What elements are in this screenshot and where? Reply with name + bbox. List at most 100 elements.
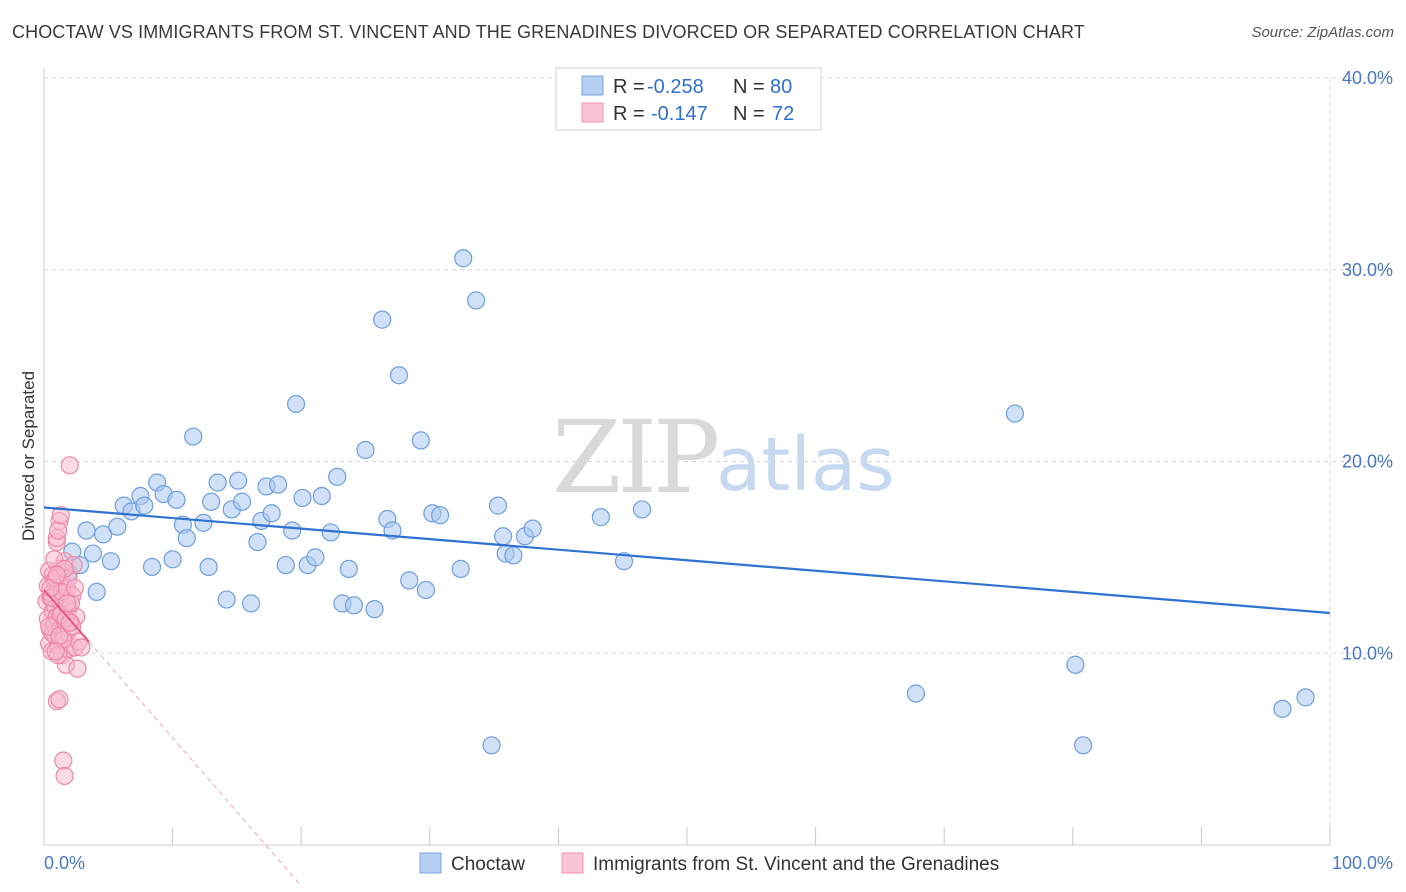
choctaw-point [142,557,162,577]
legend-r-value-2: -0.147 [651,103,708,125]
choctaw-point [286,394,306,414]
choctaw-point [488,496,508,515]
choctaw-point [202,492,221,511]
choctaw-point [1296,688,1315,707]
choctaw-point [163,550,182,569]
legend-swatch-svg [581,102,604,123]
choctaw-point [94,525,113,544]
legend-r-label-1: R = [613,76,645,98]
y-axis-title: Divorced or Separated [19,371,38,541]
choctaw-point [451,559,470,578]
y-tick-label: 10.0% [1342,643,1393,663]
choctaw-point [373,310,392,329]
choctaw-point [1066,655,1085,674]
choctaw-point [268,475,288,494]
choctaw-point [199,557,218,577]
svg-point [60,613,79,632]
y-tick-label: 20.0% [1342,452,1393,472]
choctaw-point [1005,404,1025,423]
choctaw-point [411,431,430,450]
choctaw-point [87,582,106,601]
choctaw-points [59,249,1315,755]
choctaw-point [194,513,213,532]
svg-point [50,690,69,709]
choctaw-point [293,488,312,508]
choctaw-point [632,500,652,519]
choctaw-point [1073,736,1093,755]
choctaw-point [328,467,347,486]
svg-trend-line [43,589,90,643]
y-tick-label: 40.0% [1342,68,1393,88]
svg-trend-extension [88,641,302,887]
svg-point [60,456,79,475]
x-tick-label-max: 100.0% [1332,853,1393,873]
bottom-legend-label-svg: Immigrants from St. Vincent and the Gren… [593,854,999,875]
svg-point [47,565,66,584]
x-ticks [172,827,1331,845]
choctaw-point [312,486,331,506]
choctaw-point [356,440,375,460]
bottom-legend-swatch-svg [561,852,584,874]
choctaw-point [283,521,302,540]
watermark-zip: ZIP [552,399,717,516]
choctaw-point [241,594,261,613]
choctaw-point [614,552,634,571]
choctaw-point [906,684,926,703]
choctaw-point [232,492,252,511]
y-tick-label: 30.0% [1342,260,1393,280]
svg-point [51,506,70,525]
choctaw-point [217,590,236,609]
choctaw-point [344,596,364,615]
choctaw-point [83,544,102,563]
choctaw-point [365,600,384,619]
bottom-legend-label-choctaw: Choctaw [451,854,525,875]
choctaw-point [454,249,473,268]
svg-point [49,521,68,540]
choctaw-point [167,490,186,509]
choctaw-point [494,527,513,546]
choctaw-point [591,508,610,527]
choctaw-point [135,496,154,515]
correlation-legend: R = -0.258 N = 80 R = -0.147 N = 72 [555,67,822,131]
svg-point [68,659,87,678]
source-label: Source: ZipAtlas.com [1251,24,1394,41]
legend-n-label-1: N = [733,76,765,98]
choctaw-point [276,555,295,575]
svg-point [54,751,73,770]
series-legend: Choctaw Immigrants from St. Vincent and … [419,852,999,875]
choctaw-point [504,546,523,565]
watermark-atlas: atlas [716,422,895,508]
svg-points [37,456,91,786]
choctaw-point [184,427,203,446]
choctaw-point [177,529,196,548]
choctaw-point [1273,699,1292,718]
choctaw-point [416,580,436,600]
choctaw-point [306,548,325,567]
choctaw-point [77,521,96,540]
y-tick-labels: 10.0% 20.0% 30.0% 40.0% [1342,68,1393,663]
choctaw-point [482,736,501,755]
choctaw-trend-line [43,506,1331,615]
svg-point [55,766,74,786]
choctaw-point [523,519,542,538]
choctaw-point [229,471,248,490]
bottom-legend-swatch-choctaw [419,852,442,874]
choctaw-point [101,552,120,571]
legend-r-value-1: -0.258 [647,76,704,98]
choctaw-point [430,506,450,525]
choctaw-point [466,291,486,310]
choctaw-point [208,473,227,492]
choctaw-point [389,366,409,385]
trend-lines [43,506,1331,643]
choctaw-point [262,504,281,523]
choctaw-point [248,532,267,552]
x-tick-label-min: 0.0% [44,853,85,873]
legend-n-label-2: N = [733,103,765,125]
legend-n-value-2: 72 [772,103,794,125]
choctaw-point [108,517,127,536]
svg-point [58,594,77,613]
svg-trend-dashed-extension [88,641,302,887]
legend-swatch-choctaw [581,75,604,96]
choctaw-point [339,559,358,578]
